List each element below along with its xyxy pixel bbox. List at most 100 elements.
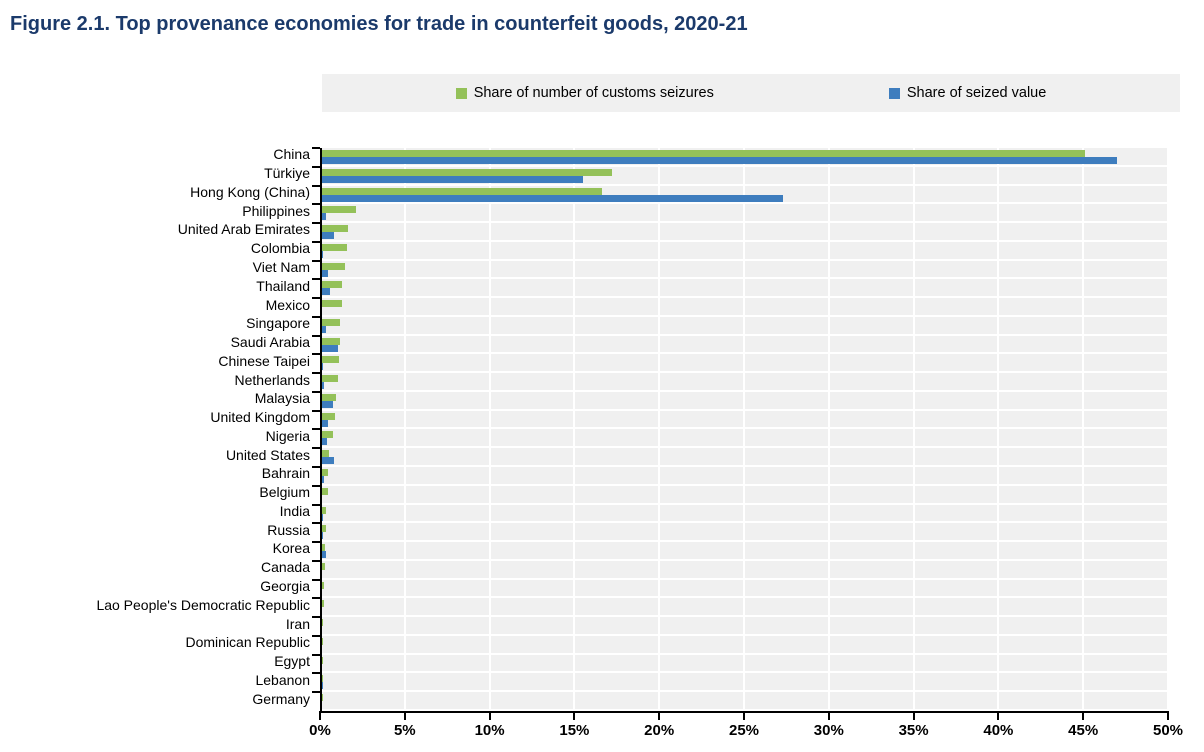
- country-label: Philippines: [242, 202, 310, 219]
- gridline: [997, 148, 1000, 711]
- country-label: Belgium: [259, 484, 310, 501]
- gridline: [1167, 148, 1169, 711]
- bar-seized-value: [322, 325, 326, 333]
- country-label: Colombia: [250, 240, 310, 257]
- x-tick-label: 20%: [644, 722, 675, 739]
- bar-seized-value: [322, 269, 329, 277]
- bar-customs-seizures: [322, 243, 348, 251]
- country-label: China: [273, 146, 310, 163]
- legend-item-value: Share of seized value: [888, 85, 1046, 101]
- country-label: Korea: [272, 540, 310, 557]
- bar-seized-value: [322, 382, 325, 390]
- bar-seized-value: [322, 457, 335, 465]
- country-label: Egypt: [274, 653, 310, 670]
- legend-label-seizures: Share of number of customs seizures: [473, 85, 714, 101]
- x-axis-tick: [743, 711, 745, 720]
- x-axis-tick: [573, 711, 576, 720]
- bar-seized-value: [322, 419, 329, 427]
- x-tick-label: 25%: [728, 722, 760, 739]
- bar-seized-value: [322, 551, 327, 559]
- x-tick-label: 10%: [474, 722, 505, 739]
- plot-area: China Türkiye Hong Kong (China) Philippines…: [96, 146, 1169, 720]
- country-label: Hong Kong (China): [190, 183, 310, 200]
- bar-seized-value: [322, 476, 325, 484]
- x-axis-tick: [997, 711, 1000, 720]
- bar-customs-seizures: [322, 694, 323, 702]
- bar-customs-seizures: [322, 675, 323, 683]
- bar-customs-seizures: [322, 487, 328, 495]
- x-axis-labels: 0% 5% 10% 15% 20% 25% 30% 35% 40% 45% 50%: [309, 722, 1183, 742]
- legend-item-seizures: Share of number of customs seizures: [455, 85, 714, 101]
- y-axis-line: [320, 148, 322, 711]
- x-axis-tick: [488, 711, 491, 720]
- bar-customs-seizures: [322, 168, 612, 176]
- bar-customs-seizures: [322, 262, 346, 270]
- bar-seized-value: [322, 175, 583, 183]
- bar-customs-seizures: [322, 656, 324, 664]
- bar-seized-value: [322, 213, 326, 221]
- gridline: [573, 148, 576, 711]
- x-tick-label: 0%: [309, 722, 331, 739]
- figure-title: Figure 2.1. Top provenance economies for…: [10, 13, 748, 35]
- bar-customs-seizures: [322, 337, 341, 345]
- x-tick-label: 40%: [983, 722, 1014, 739]
- bar-customs-seizures: [322, 506, 326, 514]
- country-label: Germany: [252, 690, 310, 707]
- bar-customs-seizures: [322, 375, 338, 383]
- country-label: Türkiye: [264, 165, 310, 182]
- bar-seized-value: [322, 532, 323, 540]
- bar-seized-value: [322, 682, 324, 690]
- country-label: Netherlands: [234, 371, 311, 388]
- bar-customs-seizures: [322, 581, 325, 589]
- bar-seized-value: [322, 194, 783, 202]
- gridline: [658, 148, 661, 711]
- bar-customs-seizures: [322, 525, 326, 533]
- bar-customs-seizures: [322, 619, 324, 627]
- gridline: [488, 148, 491, 711]
- x-tick-label: 5%: [393, 722, 416, 739]
- bar-customs-seizures: [322, 412, 336, 420]
- x-tick-label: 35%: [898, 722, 929, 739]
- x-tick-label: 30%: [813, 722, 844, 739]
- x-tick-label: 50%: [1152, 722, 1184, 739]
- bar-customs-seizures: [322, 281, 343, 289]
- gridline: [743, 148, 745, 711]
- bar-customs-seizures: [322, 300, 343, 308]
- country-label: Singapore: [246, 315, 310, 332]
- bar-seized-value: [322, 250, 324, 258]
- bar-customs-seizures: [322, 225, 348, 233]
- country-label: Malaysia: [254, 390, 310, 407]
- country-label: India: [279, 502, 310, 519]
- country-label: Saudi Arabia: [230, 334, 310, 351]
- bar-customs-seizures: [322, 544, 326, 552]
- bar-customs-seizures: [322, 318, 341, 326]
- country-label: Chinese Taipei: [218, 352, 310, 369]
- country-label: Lebanon: [255, 671, 310, 688]
- country-label: Iran: [285, 615, 310, 632]
- country-label: Bahrain: [261, 465, 310, 482]
- x-tick-label: 45%: [1068, 722, 1099, 739]
- gridline: [403, 148, 406, 711]
- country-label: Canada: [260, 559, 310, 576]
- bar-customs-seizures: [322, 469, 329, 477]
- bar-customs-seizures: [322, 150, 1085, 157]
- bar-customs-seizures: [322, 562, 325, 570]
- bar-customs-seizures: [322, 206, 356, 214]
- legend-swatch-blue-icon: [888, 87, 900, 99]
- x-axis-tick: [1082, 711, 1085, 720]
- x-axis-tick: [319, 711, 321, 720]
- bar-seized-value: [322, 400, 333, 408]
- country-label: Lao People's Democratic Republic: [96, 596, 310, 613]
- gridline: [912, 148, 915, 711]
- x-axis-tick: [912, 711, 915, 720]
- bar-seized-value: [322, 438, 327, 446]
- legend-swatch-green-icon: [455, 87, 467, 99]
- country-label: Dominican Republic: [185, 634, 310, 651]
- bar-seized-value: [322, 363, 324, 371]
- chart-row: China: [273, 146, 1168, 167]
- bar-customs-seizures: [322, 393, 337, 401]
- country-label: United States: [225, 446, 310, 463]
- gridline: [827, 148, 830, 711]
- country-label: Mexico: [265, 296, 310, 313]
- bar-seized-value: [322, 513, 324, 521]
